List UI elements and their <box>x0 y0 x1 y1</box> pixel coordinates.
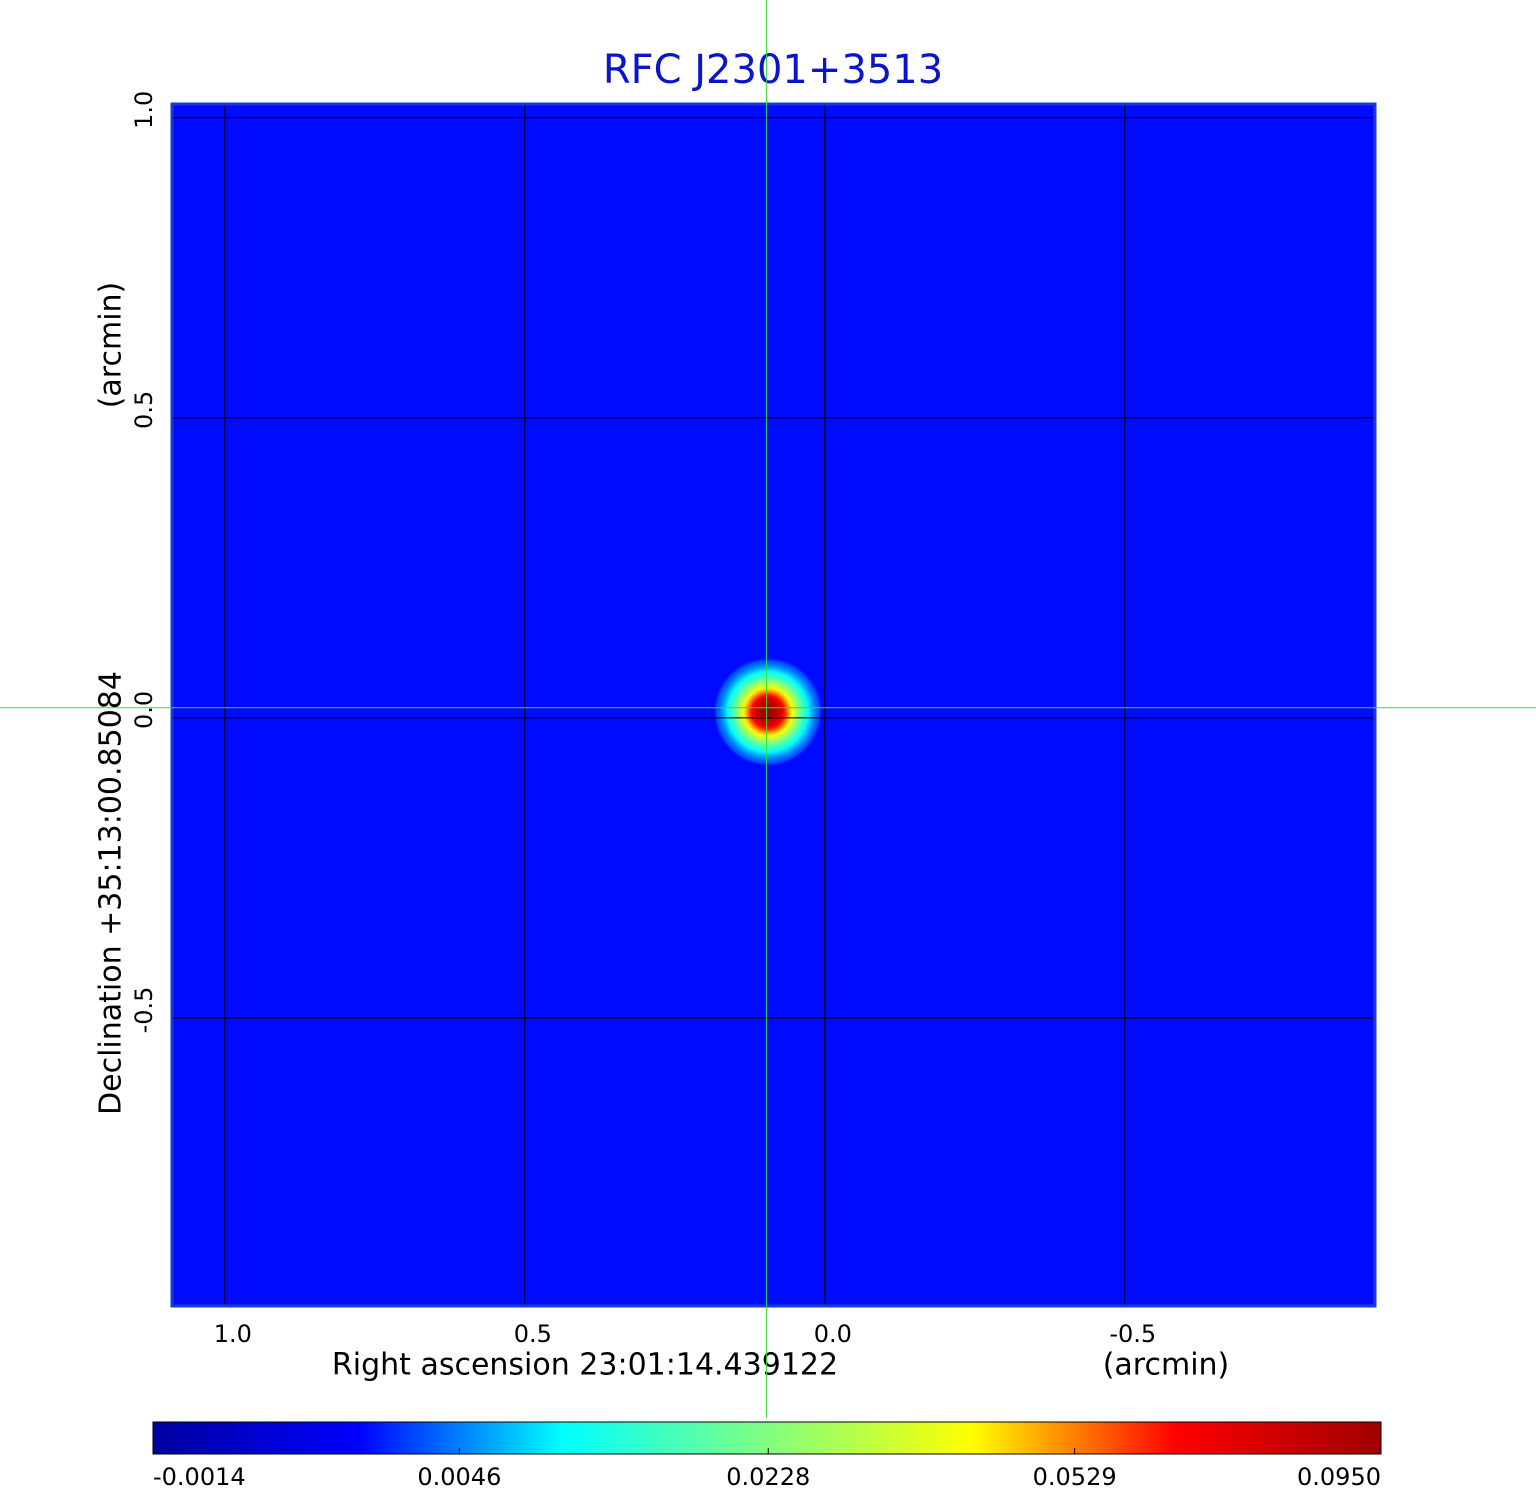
y-tick-label: -0.5 <box>130 987 158 1034</box>
colorbar-tick-label: -0.0014 <box>153 1463 246 1491</box>
x-tick-label: -0.5 <box>1109 1320 1156 1348</box>
x-axis-unit: (arcmin) <box>1103 1348 1230 1383</box>
y-axis-unit: (arcmin) <box>94 282 129 409</box>
colorbar <box>152 1421 1382 1455</box>
source <box>713 657 822 766</box>
image-frame <box>170 102 1377 1308</box>
y-tick-label: 1.0 <box>130 91 158 129</box>
x-tick-label: 0.5 <box>514 1320 552 1348</box>
y-axis-label: Declination +35:13:00.85084 <box>94 671 129 1115</box>
x-tick-label: 1.0 <box>214 1320 252 1348</box>
y-tick-label: 0.5 <box>130 391 158 429</box>
colorbar-tick-label: 0.0529 <box>1033 1463 1117 1491</box>
x-tick-label: 0.0 <box>814 1320 852 1348</box>
colorbar-tick-label: 0.0046 <box>417 1463 501 1491</box>
y-tick-label: 0.0 <box>130 691 158 729</box>
colorbar-tick-label: 0.0950 <box>1297 1463 1381 1491</box>
x-axis-label: Right ascension 23:01:14.439122 <box>332 1348 838 1383</box>
colorbar-tick-label: 0.0228 <box>726 1463 810 1491</box>
chart-title: RFC J2301+3513 <box>603 47 943 93</box>
